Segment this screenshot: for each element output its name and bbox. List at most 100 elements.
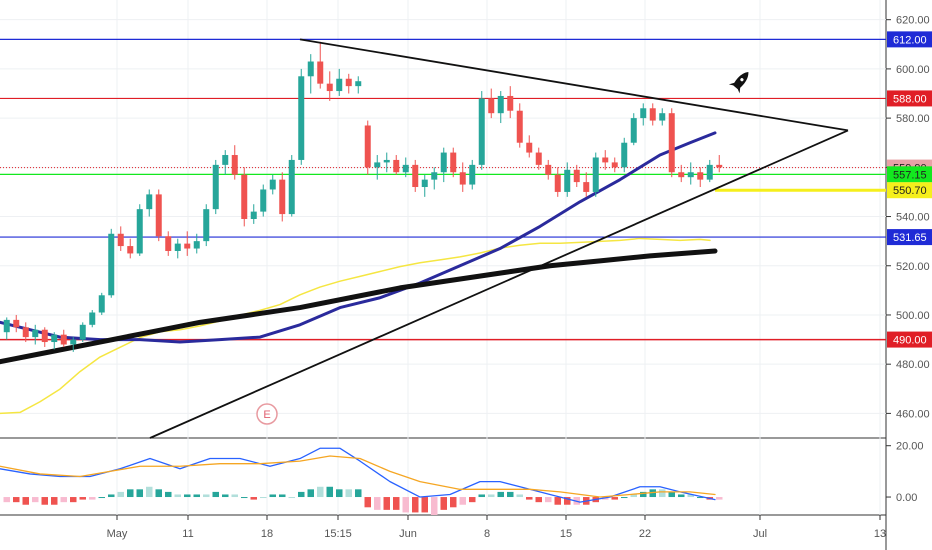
macd-histogram-bar — [317, 486, 324, 498]
price-label: 588.00 — [887, 90, 932, 107]
macd-histogram-bar — [13, 497, 20, 503]
candle-body — [355, 81, 362, 87]
x-tick-label: 11 — [182, 528, 193, 540]
candle-body — [288, 159, 295, 215]
candle-body — [393, 159, 400, 173]
candle-body — [326, 83, 333, 92]
macd-histogram-bar — [193, 494, 200, 498]
x-tick-label: 13 — [874, 528, 886, 540]
candle-body — [336, 78, 343, 92]
candle-body — [592, 157, 599, 192]
macd-histogram-bar — [526, 497, 533, 500]
candle-body — [155, 194, 162, 237]
macd-histogram-bar — [136, 489, 143, 498]
macd-histogram-bar — [716, 497, 723, 500]
x-tick-label: 15:15 — [324, 528, 352, 540]
macd-histogram-bar — [345, 489, 352, 498]
macd-histogram-bar — [32, 497, 39, 503]
candle-body — [583, 182, 590, 192]
candle-body — [687, 172, 694, 178]
candle-body — [469, 164, 476, 185]
sma-20-line — [0, 237, 711, 415]
x-tick-label: Jun — [399, 528, 417, 540]
macd-histogram-bar — [640, 491, 647, 498]
macd-histogram-bar — [497, 491, 504, 498]
candle-body — [440, 152, 447, 173]
candle-body — [649, 108, 656, 121]
price-label-box — [887, 90, 932, 107]
grid — [0, 0, 886, 515]
candle-body — [564, 169, 571, 192]
price-axis-ticks: 460.00480.00500.00520.00540.00560.00580.… — [886, 15, 930, 420]
moving-averages — [0, 131, 718, 415]
y-tick-label: 580.00 — [896, 113, 930, 125]
macd-axis-ticks: 0.00 20.00 — [886, 441, 924, 504]
macd-histogram-bar — [507, 491, 514, 498]
candle-body — [279, 179, 286, 215]
macd-histogram-bar — [117, 491, 124, 498]
candle-body — [554, 174, 561, 192]
macd-line — [0, 447, 716, 503]
macd-histogram-bar — [678, 494, 685, 498]
candle-body — [269, 179, 276, 190]
macd-histogram-bar — [51, 497, 58, 505]
macd-histogram-bar — [649, 489, 656, 498]
macd-histogram-bar — [326, 486, 333, 498]
x-tick-label: 8 — [484, 528, 490, 540]
y-tick-label: 600.00 — [896, 64, 930, 76]
candle-body — [231, 155, 238, 175]
macd-histogram-bar — [564, 497, 571, 505]
macd-histogram-bar — [611, 497, 618, 500]
price-label: 550.70 — [887, 182, 932, 199]
candle-body — [193, 241, 200, 249]
macd-histogram-bar — [687, 494, 694, 498]
macd-histogram-bar — [22, 497, 29, 505]
macd-histogram-bar — [212, 491, 219, 498]
candle-body — [108, 233, 115, 296]
y-tick-label: 460.00 — [896, 408, 930, 420]
candle-body — [640, 108, 647, 119]
macd-histogram-bar — [3, 497, 10, 503]
macd-histogram-bar — [336, 489, 343, 498]
candle-body — [212, 164, 219, 210]
candle-body — [89, 312, 96, 325]
candle-body — [497, 95, 504, 114]
macd-histogram-bar — [478, 494, 485, 498]
macd-histogram-bar — [554, 497, 561, 505]
macd-histogram-bar — [440, 497, 447, 510]
price-label-text: 588.00 — [893, 93, 927, 105]
macd-histogram-bar — [630, 494, 637, 498]
candle-body — [573, 169, 580, 183]
price-label-box — [887, 166, 932, 183]
price-label-text: 550.70 — [893, 185, 927, 197]
candle-body — [32, 329, 39, 338]
macd-histogram-bar — [184, 494, 191, 498]
macd-histogram-bar — [89, 497, 96, 500]
candle-body — [630, 118, 637, 143]
macd-histogram-bar — [279, 494, 286, 498]
y-tick-label: 540.00 — [896, 212, 930, 224]
macd-tick-label: 20.00 — [896, 441, 924, 453]
candle-body — [146, 194, 153, 210]
sma-200-line — [0, 248, 718, 365]
candle-body — [174, 243, 181, 251]
x-tick-label: 15 — [560, 528, 572, 540]
candle-body — [678, 172, 685, 178]
x-tick-label: May — [107, 528, 128, 540]
macd-histogram-bar — [374, 497, 381, 510]
y-tick-label: 520.00 — [896, 261, 930, 273]
macd-histogram-bar — [298, 491, 305, 498]
macd-histogram-bar — [127, 489, 134, 498]
candle-body — [22, 327, 29, 338]
earnings-marker[interactable]: E — [256, 403, 278, 425]
macd-histogram-bar — [79, 497, 86, 500]
candle-body — [260, 189, 267, 212]
candle-body — [383, 159, 390, 163]
candle-body — [602, 157, 609, 163]
macd-histogram-bar — [421, 497, 428, 513]
macd-histogram-bar — [393, 497, 400, 510]
candle-body — [668, 113, 675, 173]
candle-body — [307, 61, 314, 77]
candle-body — [3, 319, 10, 333]
